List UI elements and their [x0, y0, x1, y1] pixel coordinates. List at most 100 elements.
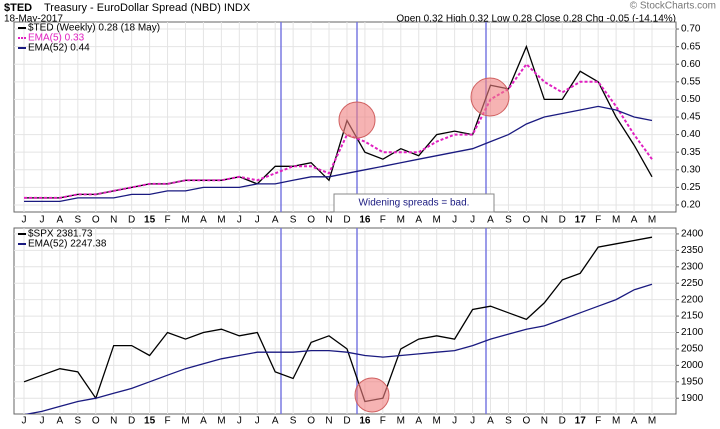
x-tick-label: M [433, 416, 441, 427]
x-tick-label: F [164, 416, 170, 427]
x-tick-label: N [541, 416, 548, 427]
series-line [24, 105, 653, 203]
y-tick-label: 0.65 [681, 41, 701, 52]
x-tick-label: D [343, 416, 350, 427]
y-tick-label: 0.55 [681, 76, 701, 87]
x-tick-label: S [290, 416, 297, 427]
x-tick-label: M [397, 416, 405, 427]
x-tick-label: O [307, 215, 315, 226]
x-tick-label: M [648, 416, 656, 427]
x-tick-label: M [217, 416, 225, 427]
x-tick-label: J [452, 215, 457, 226]
x-tick-label: J [470, 215, 475, 226]
x-tick-label: O [307, 416, 315, 427]
y-tick-label: 0.60 [681, 59, 701, 70]
legend-label: EMA(5) 0.33 [28, 33, 85, 44]
series-line [24, 62, 653, 199]
x-tick-label: D [559, 215, 566, 226]
x-tick-label: D [128, 215, 135, 226]
x-tick-label: J [470, 416, 475, 427]
y-tick-label: 2250 [681, 278, 704, 289]
y-tick-label: 0.70 [681, 24, 701, 35]
panel-frame [13, 227, 677, 415]
x-tick-label: F [380, 215, 386, 226]
y-tick-label: 2200 [681, 294, 704, 305]
x-tick-label: J [39, 215, 44, 226]
x-tick-label: S [505, 416, 512, 427]
x-tick-label: M [181, 215, 189, 226]
x-tick-label: S [74, 215, 81, 226]
x-tick-label: N [110, 416, 117, 427]
x-tick-label: 15 [144, 215, 156, 226]
x-tick-label: S [505, 215, 512, 226]
y-tick-label: 2000 [681, 360, 704, 371]
date: 18-May-2017 [4, 14, 63, 25]
y-tick-label: 2100 [681, 327, 704, 338]
y-tick-label: 0.25 [681, 182, 701, 193]
x-tick-label: M [612, 215, 620, 226]
x-tick-label: F [595, 215, 601, 226]
highlight-circle [354, 377, 390, 413]
x-tick-label: O [523, 215, 531, 226]
x-tick-label: 16 [359, 215, 371, 226]
y-tick-label: 0.40 [681, 129, 701, 140]
x-tick-label: M [217, 215, 225, 226]
x-tick-label: M [648, 215, 656, 226]
y-tick-label: 1950 [681, 376, 704, 387]
x-tick-label: 15 [144, 416, 156, 427]
x-tick-label: A [272, 215, 279, 226]
y-tick-label: 2400 [681, 229, 704, 240]
x-tick-label: 17 [575, 215, 587, 226]
legend-label: EMA(52) 2247.38 [28, 239, 107, 250]
annotation-box [333, 193, 495, 213]
x-tick-label: J [237, 215, 242, 226]
x-tick-label: A [200, 215, 207, 226]
y-tick-label: 0.20 [681, 200, 701, 211]
y-tick-label: 2300 [681, 261, 704, 272]
legend-label: $TED (Weekly) 0.28 (18 May) [28, 23, 160, 34]
legend-label: $SPX 2381.73 [28, 229, 93, 240]
y-tick-label: 2350 [681, 245, 704, 256]
x-tick-label: F [380, 416, 386, 427]
x-tick-label: J [255, 416, 260, 427]
y-tick-label: 0.50 [681, 94, 701, 105]
chart-title: Treasury - EuroDollar Spread (NBD) INDX [44, 2, 251, 14]
y-tick-label: 2050 [681, 344, 704, 355]
x-tick-label: J [452, 416, 457, 427]
x-tick-label: D [343, 215, 350, 226]
series-line [23, 236, 653, 403]
credit: © StockCharts.com [630, 1, 716, 12]
x-tick-label: N [110, 215, 117, 226]
x-tick-label: O [523, 416, 531, 427]
x-tick-label: A [200, 416, 207, 427]
x-tick-label: F [595, 416, 601, 427]
quote: Open 0.32 High 0.32 Low 0.28 Close 0.28 … [396, 14, 676, 25]
x-tick-label: J [255, 215, 260, 226]
x-tick-label: N [325, 215, 332, 226]
x-tick-label: A [415, 215, 422, 226]
x-tick-label: D [559, 416, 566, 427]
x-tick-label: N [325, 416, 332, 427]
x-tick-label: O [92, 416, 100, 427]
x-tick-label: A [487, 416, 494, 427]
x-tick-label: J [39, 416, 44, 427]
x-tick-label: D [128, 416, 135, 427]
x-tick-label: M [612, 416, 620, 427]
symbol: $TED [4, 2, 32, 14]
x-tick-label: M [433, 215, 441, 226]
x-tick-label: 16 [359, 416, 371, 427]
y-tick-label: 0.45 [681, 112, 701, 123]
x-tick-label: S [74, 416, 81, 427]
x-tick-label: M [181, 416, 189, 427]
legend-label: EMA(52) 0.44 [28, 43, 90, 54]
x-tick-label: J [22, 215, 27, 226]
highlight-circle [470, 77, 510, 117]
x-tick-label: M [397, 215, 405, 226]
y-tick-label: 2150 [681, 311, 704, 322]
y-tick-label: 0.30 [681, 164, 701, 175]
x-tick-label: N [541, 215, 548, 226]
x-tick-label: 17 [575, 416, 587, 427]
y-tick-label: 0.35 [681, 147, 701, 158]
highlight-circle [338, 101, 376, 139]
